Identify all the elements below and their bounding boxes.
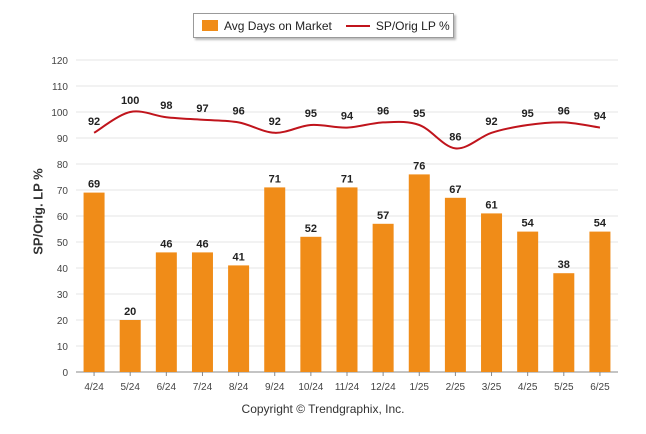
bar-value-label: 41 bbox=[232, 251, 244, 263]
bar bbox=[155, 252, 177, 372]
x-tick-label: 5/24 bbox=[120, 382, 140, 393]
bar-value-label: 67 bbox=[449, 184, 461, 196]
legend-bar-swatch bbox=[202, 20, 218, 31]
bar bbox=[119, 320, 141, 372]
y-tick-label: 20 bbox=[57, 316, 69, 327]
x-tick-label: 6/24 bbox=[157, 382, 177, 393]
y-tick-label: 100 bbox=[51, 108, 68, 119]
copyright-footer: Copyright © Trendgraphix, Inc. bbox=[241, 402, 405, 416]
bar bbox=[372, 223, 394, 372]
bar bbox=[191, 252, 213, 372]
y-tick-label: 90 bbox=[57, 134, 69, 145]
bar bbox=[83, 192, 105, 372]
y-tick-label: 120 bbox=[51, 56, 68, 67]
bar-value-label: 20 bbox=[124, 306, 136, 318]
legend-line-swatch bbox=[345, 24, 370, 27]
y-tick-label: 10 bbox=[57, 342, 69, 353]
bar-value-label: 38 bbox=[558, 259, 570, 271]
bar-value-label: 54 bbox=[594, 218, 607, 230]
bar bbox=[553, 273, 575, 372]
x-tick-label: 10/24 bbox=[298, 382, 323, 393]
x-tick-label: 9/24 bbox=[265, 382, 285, 393]
bar bbox=[264, 187, 286, 372]
line-value-label: 96 bbox=[558, 105, 570, 117]
bar-value-label: 69 bbox=[88, 179, 100, 191]
bar-value-label: 76 bbox=[413, 160, 425, 172]
y-tick-label: 30 bbox=[57, 290, 69, 301]
y-tick-label: 0 bbox=[62, 368, 68, 379]
bar bbox=[589, 231, 611, 372]
x-tick-label: 2/25 bbox=[446, 382, 466, 393]
legend-bar-label: Avg Days on Market bbox=[224, 18, 332, 33]
bar bbox=[300, 236, 322, 372]
y-tick-label: 80 bbox=[57, 160, 69, 171]
line-value-label: 95 bbox=[305, 108, 317, 120]
y-tick-label: 60 bbox=[57, 212, 69, 223]
legend-line-label: SP/Orig LP % bbox=[375, 18, 450, 33]
bar-value-label: 52 bbox=[305, 223, 317, 235]
line-value-label: 86 bbox=[449, 131, 461, 143]
line-value-label: 96 bbox=[232, 105, 244, 117]
line-path bbox=[93, 110, 601, 150]
line-value-label: 96 bbox=[377, 105, 389, 117]
bar-value-label: 61 bbox=[485, 199, 497, 211]
line-value-label: 92 bbox=[88, 116, 100, 128]
line-value-label: 97 bbox=[196, 103, 208, 115]
line-value-label: 98 bbox=[160, 100, 172, 112]
bar-value-label: 54 bbox=[522, 218, 535, 230]
line-value-label: 94 bbox=[341, 111, 354, 123]
y-axis-label: SP/Orig. LP % bbox=[30, 168, 46, 255]
bar-value-label: 57 bbox=[377, 210, 389, 222]
legend-item-line[interactable]: SP/Orig LP % bbox=[332, 19, 450, 33]
y-tick-label: 110 bbox=[52, 82, 68, 93]
x-tick-label: 5/25 bbox=[554, 382, 574, 393]
y-axis-ticks: 0 10 20 30 40 50 60 70 80 90 100 110 120 bbox=[51, 56, 68, 379]
bar-value-label: 71 bbox=[341, 173, 353, 185]
bar-series bbox=[83, 174, 611, 372]
y-tick-label: 70 bbox=[57, 186, 69, 197]
x-tick-label: 8/24 bbox=[229, 382, 249, 393]
legend-item-bar[interactable]: Avg Days on Market bbox=[194, 19, 332, 33]
bar bbox=[444, 197, 466, 372]
bar bbox=[408, 174, 430, 372]
bar bbox=[481, 213, 503, 372]
line-value-label: 94 bbox=[594, 111, 607, 123]
line-data-labels: 92 100 98 97 96 92 95 94 96 95 86 92 95 96 94 bbox=[88, 95, 607, 143]
x-axis-ticks: 4/24 5/24 6/24 7/24 8/24 9/24 10/24 11/24 12/24 1… bbox=[84, 372, 610, 393]
bar-data-labels: 69 20 46 46 41 71 52 71 57 76 67 61 54 38 54 bbox=[88, 160, 607, 318]
x-tick-label: 12/24 bbox=[371, 382, 396, 393]
bar bbox=[517, 231, 539, 372]
bar-value-label: 46 bbox=[160, 238, 172, 250]
bar bbox=[336, 187, 358, 372]
y-tick-label: 50 bbox=[57, 238, 69, 249]
legend: Avg Days on Market SP/Orig LP % bbox=[193, 13, 454, 38]
x-tick-label: 4/24 bbox=[84, 382, 104, 393]
bar bbox=[228, 265, 250, 372]
line-value-label: 92 bbox=[269, 116, 281, 128]
x-tick-label: 6/25 bbox=[590, 382, 610, 393]
x-tick-label: 3/25 bbox=[482, 382, 502, 393]
line-series bbox=[93, 110, 601, 150]
bar-value-label: 46 bbox=[196, 238, 208, 250]
x-tick-label: 7/24 bbox=[193, 382, 213, 393]
x-tick-label: 11/24 bbox=[335, 382, 360, 393]
x-tick-label: 4/25 bbox=[518, 382, 538, 393]
bar-value-label: 71 bbox=[269, 173, 281, 185]
line-value-label: 95 bbox=[413, 108, 425, 120]
y-tick-label: 40 bbox=[57, 264, 69, 275]
x-tick-label: 1/25 bbox=[410, 382, 430, 393]
line-value-label: 100 bbox=[121, 95, 139, 107]
line-value-label: 95 bbox=[522, 108, 534, 120]
line-value-label: 92 bbox=[485, 116, 497, 128]
